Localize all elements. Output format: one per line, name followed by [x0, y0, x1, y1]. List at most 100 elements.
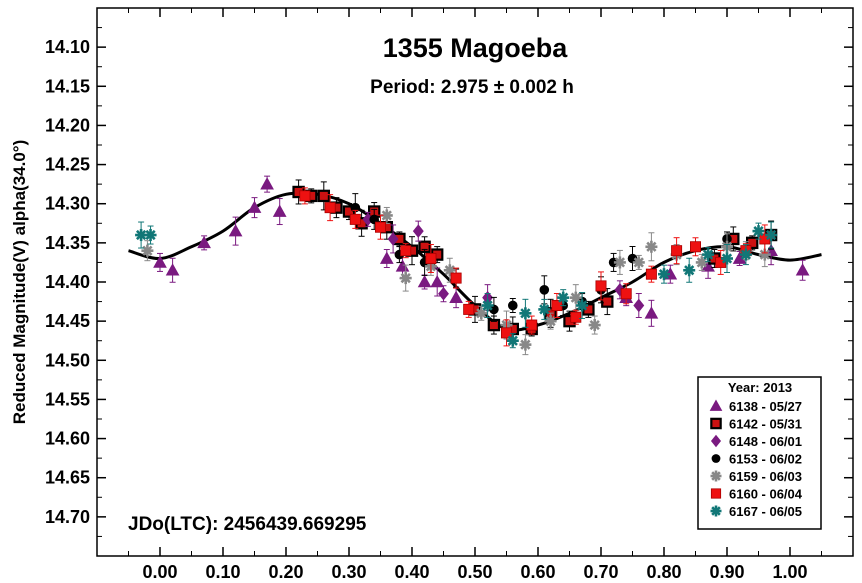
y-tick-label-7: 14.45	[45, 311, 90, 331]
x-tick-label-4: 0.40	[394, 562, 429, 582]
chart-title: 1355 Magoeba	[383, 33, 569, 63]
y-axis-label: Reduced Magnitude(V) alpha(34.0°)	[10, 140, 29, 425]
data-point	[683, 264, 696, 277]
legend-label-5: 6160 - 06/04	[729, 487, 803, 502]
legend: Year: 2013 6138 - 05/27 6142 - 05/31 6148 …	[697, 376, 822, 530]
y-tick-label-3: 14.25	[45, 155, 90, 175]
data-point	[595, 280, 607, 292]
legend-marker-0	[709, 399, 723, 411]
chart-subtitle: Period: 2.975 ± 0.002 h	[370, 77, 574, 98]
data-point	[576, 299, 589, 312]
data-points	[135, 175, 810, 356]
data-point	[449, 290, 463, 303]
data-point	[695, 256, 708, 269]
series-5	[299, 187, 771, 347]
legend-label-1: 6142 - 05/31	[729, 417, 802, 432]
data-point	[538, 303, 551, 316]
data-point	[500, 327, 512, 339]
y-tick-label-1: 14.15	[45, 76, 90, 96]
data-point	[745, 236, 759, 250]
legend-items: 6138 - 05/27 6142 - 05/31 6148 - 06/01 6153…	[709, 399, 803, 519]
legend-label-2: 6148 - 06/01	[729, 434, 802, 449]
data-point	[400, 245, 412, 257]
data-point	[690, 241, 702, 253]
x-tick-label-0: 0.00	[142, 562, 177, 582]
data-point	[539, 285, 550, 295]
data-point	[141, 244, 154, 257]
x-tick-label-6: 0.60	[520, 562, 555, 582]
data-point	[489, 304, 499, 315]
legend-marker-4	[710, 470, 722, 482]
data-point	[739, 248, 752, 261]
data-point	[557, 291, 570, 304]
data-point	[632, 256, 645, 269]
series-2	[362, 211, 645, 318]
series-6	[135, 221, 778, 349]
data-point	[569, 291, 582, 304]
data-point	[387, 232, 399, 246]
data-point	[645, 240, 658, 253]
data-point	[430, 274, 445, 288]
data-point	[508, 300, 518, 311]
y-tick-label-4: 14.30	[45, 194, 90, 214]
x-tick-label-10: 1.00	[772, 562, 807, 582]
data-point	[317, 189, 331, 203]
legend-marker-1	[710, 417, 722, 430]
x-tick-label-7: 0.70	[583, 562, 618, 582]
y-tick-label-10: 14.60	[45, 429, 90, 449]
data-point	[627, 253, 638, 264]
x-tick-label-1: 0.10	[205, 562, 240, 582]
data-point	[588, 319, 601, 332]
data-point	[721, 252, 733, 265]
data-point	[519, 338, 532, 351]
y-tick-label-0: 14.10	[45, 37, 90, 57]
y-axis-ticks: 14.10 14.15 14.20 14.25 14.30 14.35 14.40 14.45…	[45, 27, 853, 537]
data-point	[481, 299, 494, 312]
data-point	[506, 334, 519, 347]
x-tick-label-8: 0.80	[646, 562, 681, 582]
data-point	[519, 307, 532, 320]
series-4	[141, 206, 771, 356]
x-axis-ticks: 0.00 0.10 0.20 0.30 0.40 0.50 0.60 0.70 0.80 0.90…	[128, 8, 822, 582]
data-point	[153, 255, 167, 268]
legend-marker-5	[710, 488, 722, 499]
y-tick-label-2: 14.20	[45, 115, 90, 135]
legend-box	[697, 376, 822, 530]
y-tick-label-5: 14.35	[45, 233, 90, 253]
legend-label-3: 6153 - 06/02	[729, 452, 802, 467]
data-point	[671, 245, 683, 257]
legend-title: Year: 2013	[728, 380, 792, 395]
data-point	[349, 213, 361, 225]
y-tick-label-9: 14.55	[45, 389, 90, 409]
data-point	[299, 190, 311, 202]
data-point	[165, 263, 180, 276]
legend-marker-6	[710, 505, 722, 517]
data-point	[633, 298, 645, 313]
data-point	[795, 263, 810, 276]
data-point	[645, 268, 657, 280]
data-point	[765, 229, 778, 242]
data-point	[544, 315, 557, 328]
data-point	[613, 256, 626, 269]
data-point	[475, 307, 488, 320]
y-tick-label-6: 14.40	[45, 272, 90, 292]
data-point	[425, 253, 437, 265]
data-point	[570, 311, 582, 323]
data-point	[399, 272, 412, 285]
data-point	[247, 200, 262, 213]
x-tick-label-3: 0.30	[331, 562, 366, 582]
y-tick-label-8: 14.50	[45, 350, 90, 370]
data-point	[438, 286, 449, 301]
legend-marker-3	[711, 454, 721, 463]
y-tick-label-11: 14.65	[45, 468, 90, 488]
data-point	[272, 204, 287, 217]
data-point	[374, 221, 386, 233]
data-point	[620, 288, 632, 300]
data-point	[324, 202, 336, 214]
data-point	[197, 235, 211, 249]
data-point	[417, 274, 432, 288]
data-point	[260, 177, 274, 190]
epoch-annotation: JDo(LTC): 2456439.669295	[128, 514, 367, 535]
data-point	[412, 224, 424, 238]
